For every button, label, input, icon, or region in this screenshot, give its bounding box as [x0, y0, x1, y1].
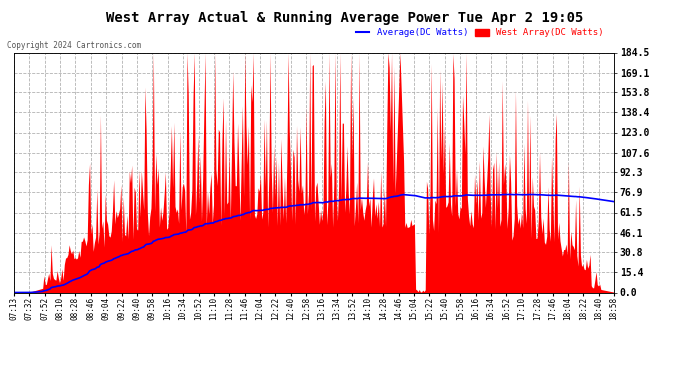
Text: Copyright 2024 Cartronics.com: Copyright 2024 Cartronics.com: [7, 41, 141, 50]
Legend: Average(DC Watts), West Array(DC Watts): Average(DC Watts), West Array(DC Watts): [356, 28, 604, 37]
Text: West Array Actual & Running Average Power Tue Apr 2 19:05: West Array Actual & Running Average Powe…: [106, 11, 584, 26]
